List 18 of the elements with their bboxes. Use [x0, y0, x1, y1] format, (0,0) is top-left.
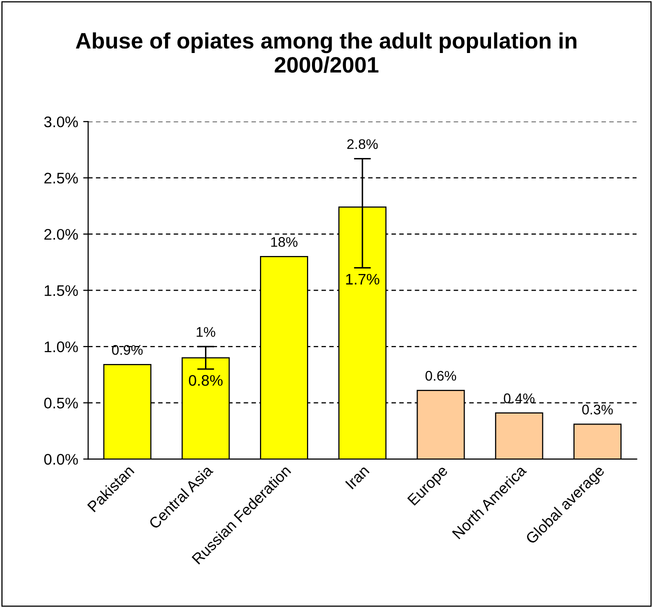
y-tick-label: 2.5%	[44, 172, 78, 184]
y-tick-label: 2.0%	[44, 228, 78, 240]
y-tick-label: 3.0%	[44, 116, 78, 128]
data-label: 0.6%	[425, 370, 456, 381]
annotation: 0.8%	[188, 375, 223, 386]
y-tick-label: 0.0%	[44, 454, 78, 465]
data-label: 0.3%	[582, 404, 613, 414]
annotation: 18%	[271, 237, 298, 247]
y-tick-label: 1.5%	[44, 285, 78, 296]
annotation: 2.8%	[347, 139, 378, 150]
x-tick-label: Iran	[345, 464, 370, 490]
y-tick-label: 1.0%	[44, 341, 78, 352]
annotation: 0.9%	[112, 345, 143, 355]
data-label: 0.4%	[504, 393, 534, 404]
annotation: 1%	[196, 327, 216, 337]
annotation: 1.7%	[346, 274, 380, 285]
y-tick-label: 0.5%	[44, 398, 78, 408]
chart-title: Abuse of opiates among the adult population in 2000/2001	[76, 32, 576, 73]
